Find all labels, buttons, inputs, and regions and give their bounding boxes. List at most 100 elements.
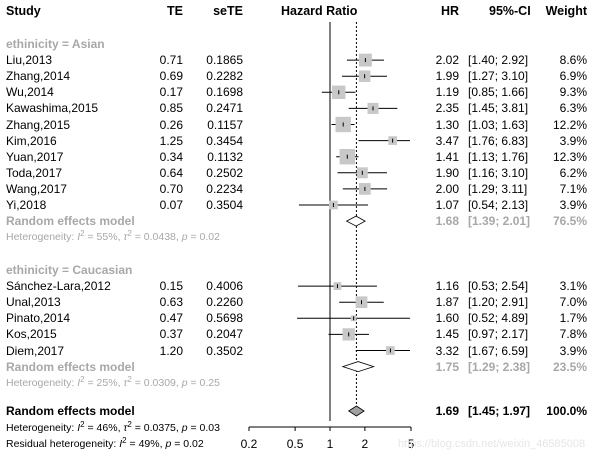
study-name: Unal,2013 — [6, 295, 61, 310]
study-weight: 12.2% — [552, 117, 587, 132]
het-prefix: Heterogeneity: — [6, 422, 78, 434]
subgroup-pooled-weight: 76.5% — [552, 214, 587, 229]
study-name: Kos,2015 — [6, 327, 57, 342]
study-sete: 0.3502 — [206, 343, 243, 358]
study-te: 0.07 — [159, 198, 183, 212]
header-te: TE — [167, 4, 183, 18]
study-weight: 3.9% — [559, 343, 587, 358]
het-p-symbol: p — [181, 231, 188, 244]
study-sete: 0.4006 — [206, 279, 243, 294]
x-axis-tick-label: 0.5 — [286, 437, 304, 451]
study-ci: [1.03; 1.63] — [468, 117, 529, 132]
study-name: Sánchez-Lara,2012 — [6, 279, 111, 294]
header-hazard-ratio: Hazard Ratio — [281, 4, 358, 18]
study-name: Diem,2017 — [6, 343, 65, 358]
study-te: 0.63 — [159, 295, 183, 310]
study-weight: 7.0% — [559, 295, 587, 310]
overall-ci: [1.45; 1.97] — [468, 404, 531, 418]
subgroup-pooled-hr: 1.75 — [435, 359, 459, 374]
study-hr: 1.19 — [435, 85, 459, 100]
study-name: Yuan,2017 — [6, 149, 64, 164]
study-name: Kim,2016 — [6, 133, 57, 148]
study-ci: [0.97; 2.17] — [468, 327, 529, 342]
study-ci: [1.16; 3.10] — [468, 165, 529, 180]
subgroup-label: ethinicity = Caucasian — [6, 263, 133, 277]
study-hr: 2.02 — [435, 53, 459, 68]
het-i2-symbol: I — [119, 438, 123, 450]
het-i2-symbol: I — [77, 231, 81, 244]
het-i2-value: = 25%, — [84, 376, 124, 389]
study-ci: [1.20; 2.91] — [468, 295, 529, 310]
het-p-value: = 0.02 — [187, 231, 220, 244]
study-ci: [0.53; 2.54] — [468, 279, 529, 294]
study-ci: [1.67; 6.59] — [468, 343, 529, 358]
study-sete: 0.1698 — [206, 85, 243, 100]
het-tau-superscript: 2 — [127, 420, 132, 429]
study-ci: [1.29; 3.11] — [468, 181, 528, 196]
study-weight: 3.1% — [559, 279, 587, 294]
subgroup-pooled-label: Random effects model — [6, 214, 135, 229]
study-te: 0.17 — [159, 85, 183, 100]
study-weight: 12.3% — [552, 149, 587, 164]
study-hr: 1.87 — [435, 295, 459, 310]
study-sete: 0.2282 — [206, 69, 243, 84]
study-name: Liu,2013 — [6, 53, 53, 68]
study-weight: 9.3% — [559, 85, 587, 100]
subgroup-heterogeneity: Heterogeneity: I2 = 25%, τ2 = 0.0309, p … — [6, 374, 220, 390]
x-axis-tick-label: 2 — [361, 437, 369, 451]
subgroup-pooled-hr: 1.68 — [435, 214, 459, 229]
het-i2-symbol: I — [77, 376, 81, 389]
study-ci: [1.40; 2.92] — [468, 53, 529, 68]
het-p-value: = 0.02 — [171, 438, 204, 450]
study-hr: 1.90 — [435, 165, 459, 180]
study-sete: 0.2502 — [206, 165, 243, 180]
het-prefix: Heterogeneity: — [6, 231, 78, 244]
het-tau-symbol: τ — [123, 376, 128, 389]
het-tau-superscript: 2 — [127, 374, 132, 384]
study-weight: 3.9% — [559, 133, 587, 148]
header-study: Study — [6, 4, 41, 18]
het-p-value: = 0.03 — [187, 422, 220, 434]
study-te: 1.25 — [159, 133, 183, 148]
study-te: 0.85 — [159, 101, 183, 116]
study-weight: 1.7% — [559, 311, 587, 326]
study-sete: 0.1132 — [207, 149, 243, 164]
het-i2-superscript: 2 — [80, 229, 85, 239]
study-ci: [1.76; 6.83] — [468, 133, 529, 148]
het-tau-symbol: τ — [123, 231, 128, 244]
study-sete: 0.2234 — [206, 181, 243, 196]
study-name: Wu,2014 — [6, 85, 54, 100]
study-te: 0.69 — [159, 69, 183, 84]
study-weight: 6.9% — [559, 69, 587, 84]
study-ci: [0.52; 4.89] — [468, 311, 529, 326]
het-prefix: Residual heterogeneity: — [6, 438, 120, 450]
study-weight: 6.2% — [559, 165, 587, 180]
study-sete: 0.5698 — [206, 311, 243, 326]
overall-label: Random effects model — [6, 404, 135, 418]
study-hr: 1.07 — [435, 198, 459, 212]
study-hr: 3.47 — [435, 133, 459, 148]
x-axis-tick-label: 0.2 — [240, 437, 258, 451]
study-name: Kawashima,2015 — [6, 101, 99, 116]
study-sete: 0.2471 — [206, 101, 243, 116]
het-p-symbol: p — [181, 422, 188, 434]
subgroup-pooled-ci: [1.29; 2.38] — [468, 359, 531, 374]
subgroup-pooled-label: Random effects model — [6, 359, 135, 374]
study-te: 0.71 — [159, 53, 183, 68]
study-sete: 0.2047 — [206, 327, 243, 342]
study-te: 0.34 — [159, 149, 183, 164]
study-te: 1.20 — [159, 343, 183, 358]
het-i2-value: = 49%, — [126, 438, 166, 450]
het-i2-value: = 46%, — [84, 422, 124, 434]
study-hr: 1.99 — [435, 69, 459, 84]
study-te: 0.70 — [159, 181, 183, 196]
header-ci: 95%-CI — [489, 4, 531, 18]
study-hr: 2.35 — [435, 101, 459, 116]
study-name: Wang,2017 — [6, 181, 67, 196]
subgroup-pooled-weight: 23.5% — [552, 359, 587, 374]
study-sete: 0.1157 — [207, 117, 243, 132]
het-i2-value: = 55%, — [84, 231, 124, 244]
x-axis-tick-label: 5 — [407, 437, 415, 451]
study-te: 0.47 — [159, 311, 183, 326]
het-i2-symbol: I — [77, 422, 81, 434]
